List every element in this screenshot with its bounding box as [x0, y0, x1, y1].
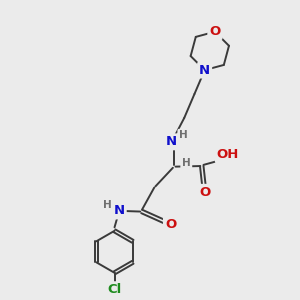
Text: O: O	[199, 186, 210, 199]
Text: N: N	[199, 64, 210, 76]
Text: H: H	[179, 130, 188, 140]
Text: O: O	[209, 25, 220, 38]
Text: Cl: Cl	[107, 283, 122, 296]
Text: O: O	[165, 218, 176, 231]
Text: H: H	[182, 158, 191, 168]
Text: H: H	[103, 200, 112, 210]
Text: OH: OH	[217, 148, 239, 161]
Text: N: N	[166, 135, 177, 148]
Text: N: N	[114, 205, 125, 218]
